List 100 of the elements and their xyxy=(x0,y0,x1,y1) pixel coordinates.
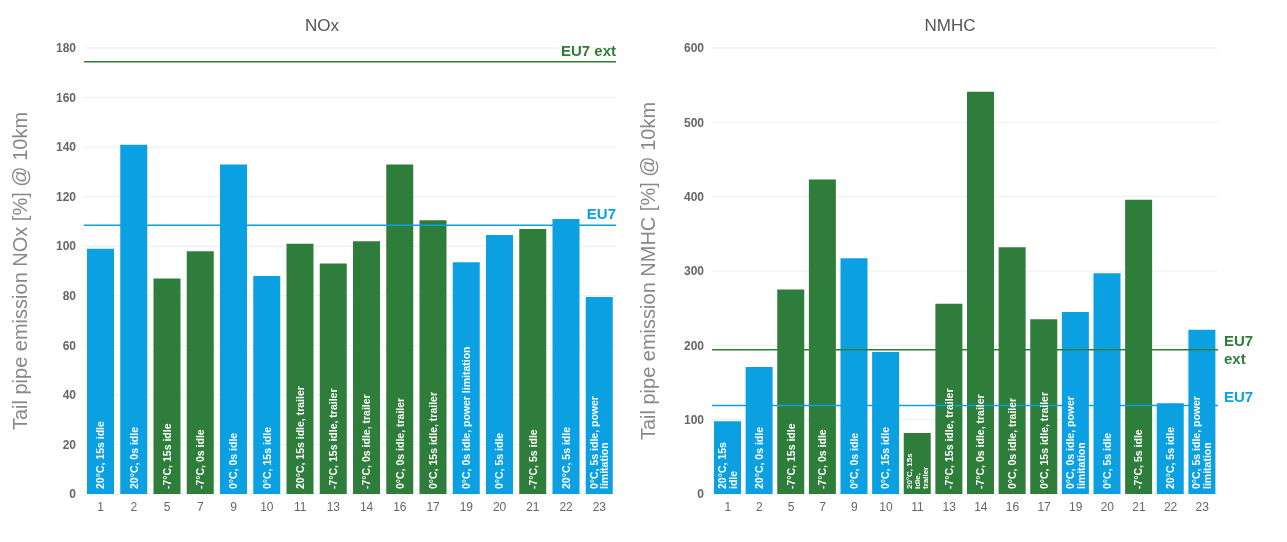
x-tick-label: 16 xyxy=(1005,499,1020,514)
x-tick-label: 11 xyxy=(911,499,925,514)
y-axis-title: Tail pipe emission NMHC [%] @ 10km xyxy=(637,101,660,441)
annotation: 0°C, 15s idle xyxy=(879,426,892,489)
bar xyxy=(519,228,547,494)
annotation: -7°C, 0s idle, trailer xyxy=(360,394,373,489)
x-tick-label: 9 xyxy=(230,499,238,514)
y-tick-label: 100 xyxy=(683,412,705,427)
annotation: -7°C, 5s idle xyxy=(526,429,539,489)
annotation: 0°C, 5s idle, power limitation xyxy=(1190,396,1214,489)
y-tick-label: 160 xyxy=(55,90,77,105)
annotation: 0°C, 0s idle, power limitation xyxy=(460,346,473,489)
ref-line-label: EU7 ext xyxy=(560,41,616,59)
x-tick-label: 17 xyxy=(1037,499,1052,514)
y-tick-label: 200 xyxy=(683,338,705,353)
x-tick-label: 10 xyxy=(879,499,893,514)
annotation: -7°C, 15s idle xyxy=(160,423,173,489)
annotation: 20°C, 15s idle xyxy=(715,442,739,489)
x-tick-label: 14 xyxy=(359,499,374,514)
bar xyxy=(186,251,214,494)
bar xyxy=(253,275,281,494)
annotation: 20°C, 0s idle xyxy=(127,426,140,489)
bar xyxy=(353,241,380,494)
annotation: 0°C, 0s idle, trailer xyxy=(1005,397,1018,489)
annotation: -7°C, 5s idle xyxy=(1132,429,1145,489)
annotation: 20°C, 15s idle, trailer xyxy=(293,386,306,489)
x-tick-label: 7 xyxy=(197,499,205,514)
x-tick-label: 10 xyxy=(260,499,274,514)
x-tick-label: 23 xyxy=(1195,499,1210,514)
bar xyxy=(419,220,447,494)
x-tick-label: 2 xyxy=(756,499,764,514)
x-tick-label: 22 xyxy=(1163,499,1178,514)
annotation: 0°C, 5s idle xyxy=(493,432,506,489)
x-tick-label: 20 xyxy=(492,499,507,514)
x-tick-label: 16 xyxy=(393,499,407,514)
x-tick-label: 23 xyxy=(592,499,607,514)
annotation: 0°C, 0s idle xyxy=(847,432,860,489)
annotation: 20°C, 0s idle xyxy=(752,426,765,489)
y-tick-label: 400 xyxy=(683,189,705,204)
annotation: 20°C, 15s idle xyxy=(94,421,107,489)
x-tick-label: 19 xyxy=(1069,499,1083,514)
y-tick-label: 100 xyxy=(55,239,77,254)
x-tick-label: 17 xyxy=(426,499,441,514)
y-tick-label: 60 xyxy=(62,338,77,353)
annotation: -7°C, 0s idle, trailer xyxy=(974,394,987,489)
y-tick-label: 120 xyxy=(55,189,77,204)
x-tick-label: 1 xyxy=(97,499,105,514)
annotation: 20°C, 5s idle xyxy=(559,426,572,489)
x-tick-label: 11 xyxy=(293,499,307,514)
x-tick-label: 19 xyxy=(459,499,474,514)
y-tick-label: 600 xyxy=(683,41,705,56)
y-tick-label: 300 xyxy=(683,264,705,279)
annotation: 20°C, 15s idle, trailer xyxy=(904,452,931,489)
bar xyxy=(87,248,114,494)
bar xyxy=(486,235,513,494)
annotation: -7°C, 0s idle xyxy=(194,429,207,489)
bar xyxy=(286,243,314,494)
y-axis-title: Tail pipe emission NOx [%] @ 10km xyxy=(9,111,32,431)
annotation: 0°C, 15s idle, trailer xyxy=(426,392,439,489)
annotation: 0°C, 5s idle, power limitation xyxy=(587,396,611,489)
annotation: -7°C, 15s idle, trailer xyxy=(942,388,955,489)
x-tick-label: 14 xyxy=(974,499,988,514)
annotation: -7°C, 0s idle xyxy=(816,429,829,489)
y-tick-label: 180 xyxy=(55,41,77,56)
x-tick-label: 13 xyxy=(942,499,957,514)
annotation: 0°C, 15s idle xyxy=(260,426,273,489)
annotation: -7°C, 15s idle, trailer xyxy=(327,388,340,489)
bar xyxy=(386,164,414,494)
annotation: -7°C, 15s idle xyxy=(784,423,797,489)
x-tick-label: 5 xyxy=(787,499,795,514)
ref-line-label: EU7 xyxy=(586,205,616,223)
annotation: 0°C, 5s idle xyxy=(1100,432,1113,489)
chart-title: NMHC xyxy=(923,16,977,36)
chart-title: NOx xyxy=(304,16,340,36)
x-tick-label: 2 xyxy=(130,499,138,514)
y-tick-label: 20 xyxy=(62,437,77,452)
x-tick-label: 21 xyxy=(526,499,540,514)
x-tick-label: 22 xyxy=(559,499,574,514)
y-tick-label: 0 xyxy=(697,487,705,502)
bar xyxy=(153,278,181,494)
annotation: 0°C, 0s idle xyxy=(227,432,240,489)
annotation: 0°C, 0s idle, trailer xyxy=(393,397,406,489)
annotation: 20°C, 5s idle xyxy=(1164,426,1177,489)
y-tick-label: 140 xyxy=(55,140,77,155)
x-tick-label: 20 xyxy=(1100,499,1115,514)
x-tick-label: 5 xyxy=(163,499,171,514)
x-tick-label: 9 xyxy=(850,499,858,514)
y-tick-label: 0 xyxy=(69,487,77,502)
bar xyxy=(319,263,347,494)
y-tick-label: 500 xyxy=(683,115,705,130)
x-tick-label: 1 xyxy=(724,499,732,514)
y-tick-label: 40 xyxy=(62,388,77,403)
x-tick-label: 13 xyxy=(326,499,341,514)
annotation: 0°C, 0s idle, power limitation xyxy=(1063,396,1087,489)
y-tick-label: 80 xyxy=(62,289,77,304)
ref-line-label: EU7 ext xyxy=(1224,331,1254,367)
ref-line-label: EU7 xyxy=(1224,387,1254,405)
annotation: 0°C, 15s idle, trailer xyxy=(1037,392,1050,489)
x-tick-label: 7 xyxy=(819,499,827,514)
x-tick-label: 21 xyxy=(1132,499,1146,514)
